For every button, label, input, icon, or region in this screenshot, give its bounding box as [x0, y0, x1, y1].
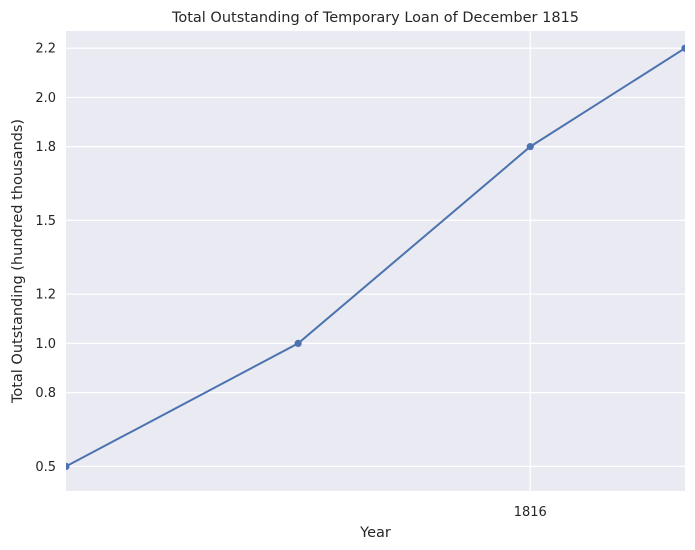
- y-tick-label: 1.8: [35, 140, 56, 155]
- data-point: [526, 143, 534, 151]
- data-point: [294, 339, 302, 348]
- grid-lines: [66, 31, 685, 491]
- data-point: [681, 44, 685, 52]
- y-tick-label: 1.5: [35, 214, 56, 229]
- y-tick-label: 0.8: [35, 386, 56, 401]
- y-tick-label: 1.2: [35, 288, 56, 303]
- x-axis-ticks: 1816: [514, 505, 547, 520]
- y-tick-label: 2.0: [35, 91, 56, 106]
- y-tick-label: 2.2: [35, 42, 56, 57]
- data-point: [66, 462, 70, 470]
- y-tick-label: 1.0: [35, 337, 56, 352]
- x-axis-label: Year: [359, 525, 391, 541]
- chart-title: Total Outstanding of Temporary Loan of D…: [171, 10, 579, 26]
- series-layer: [66, 44, 685, 470]
- series-line: [66, 47, 685, 468]
- plot-area: [66, 31, 685, 491]
- y-axis-label: Total Outstanding (hundred thousands): [10, 119, 26, 404]
- y-axis-ticks: 0.5 0.8 1.0 1.2 1.5 1.8 2.0 2.2: [35, 42, 56, 475]
- x-tick-label: 1816: [514, 505, 547, 520]
- y-tick-label: 0.5: [35, 460, 56, 475]
